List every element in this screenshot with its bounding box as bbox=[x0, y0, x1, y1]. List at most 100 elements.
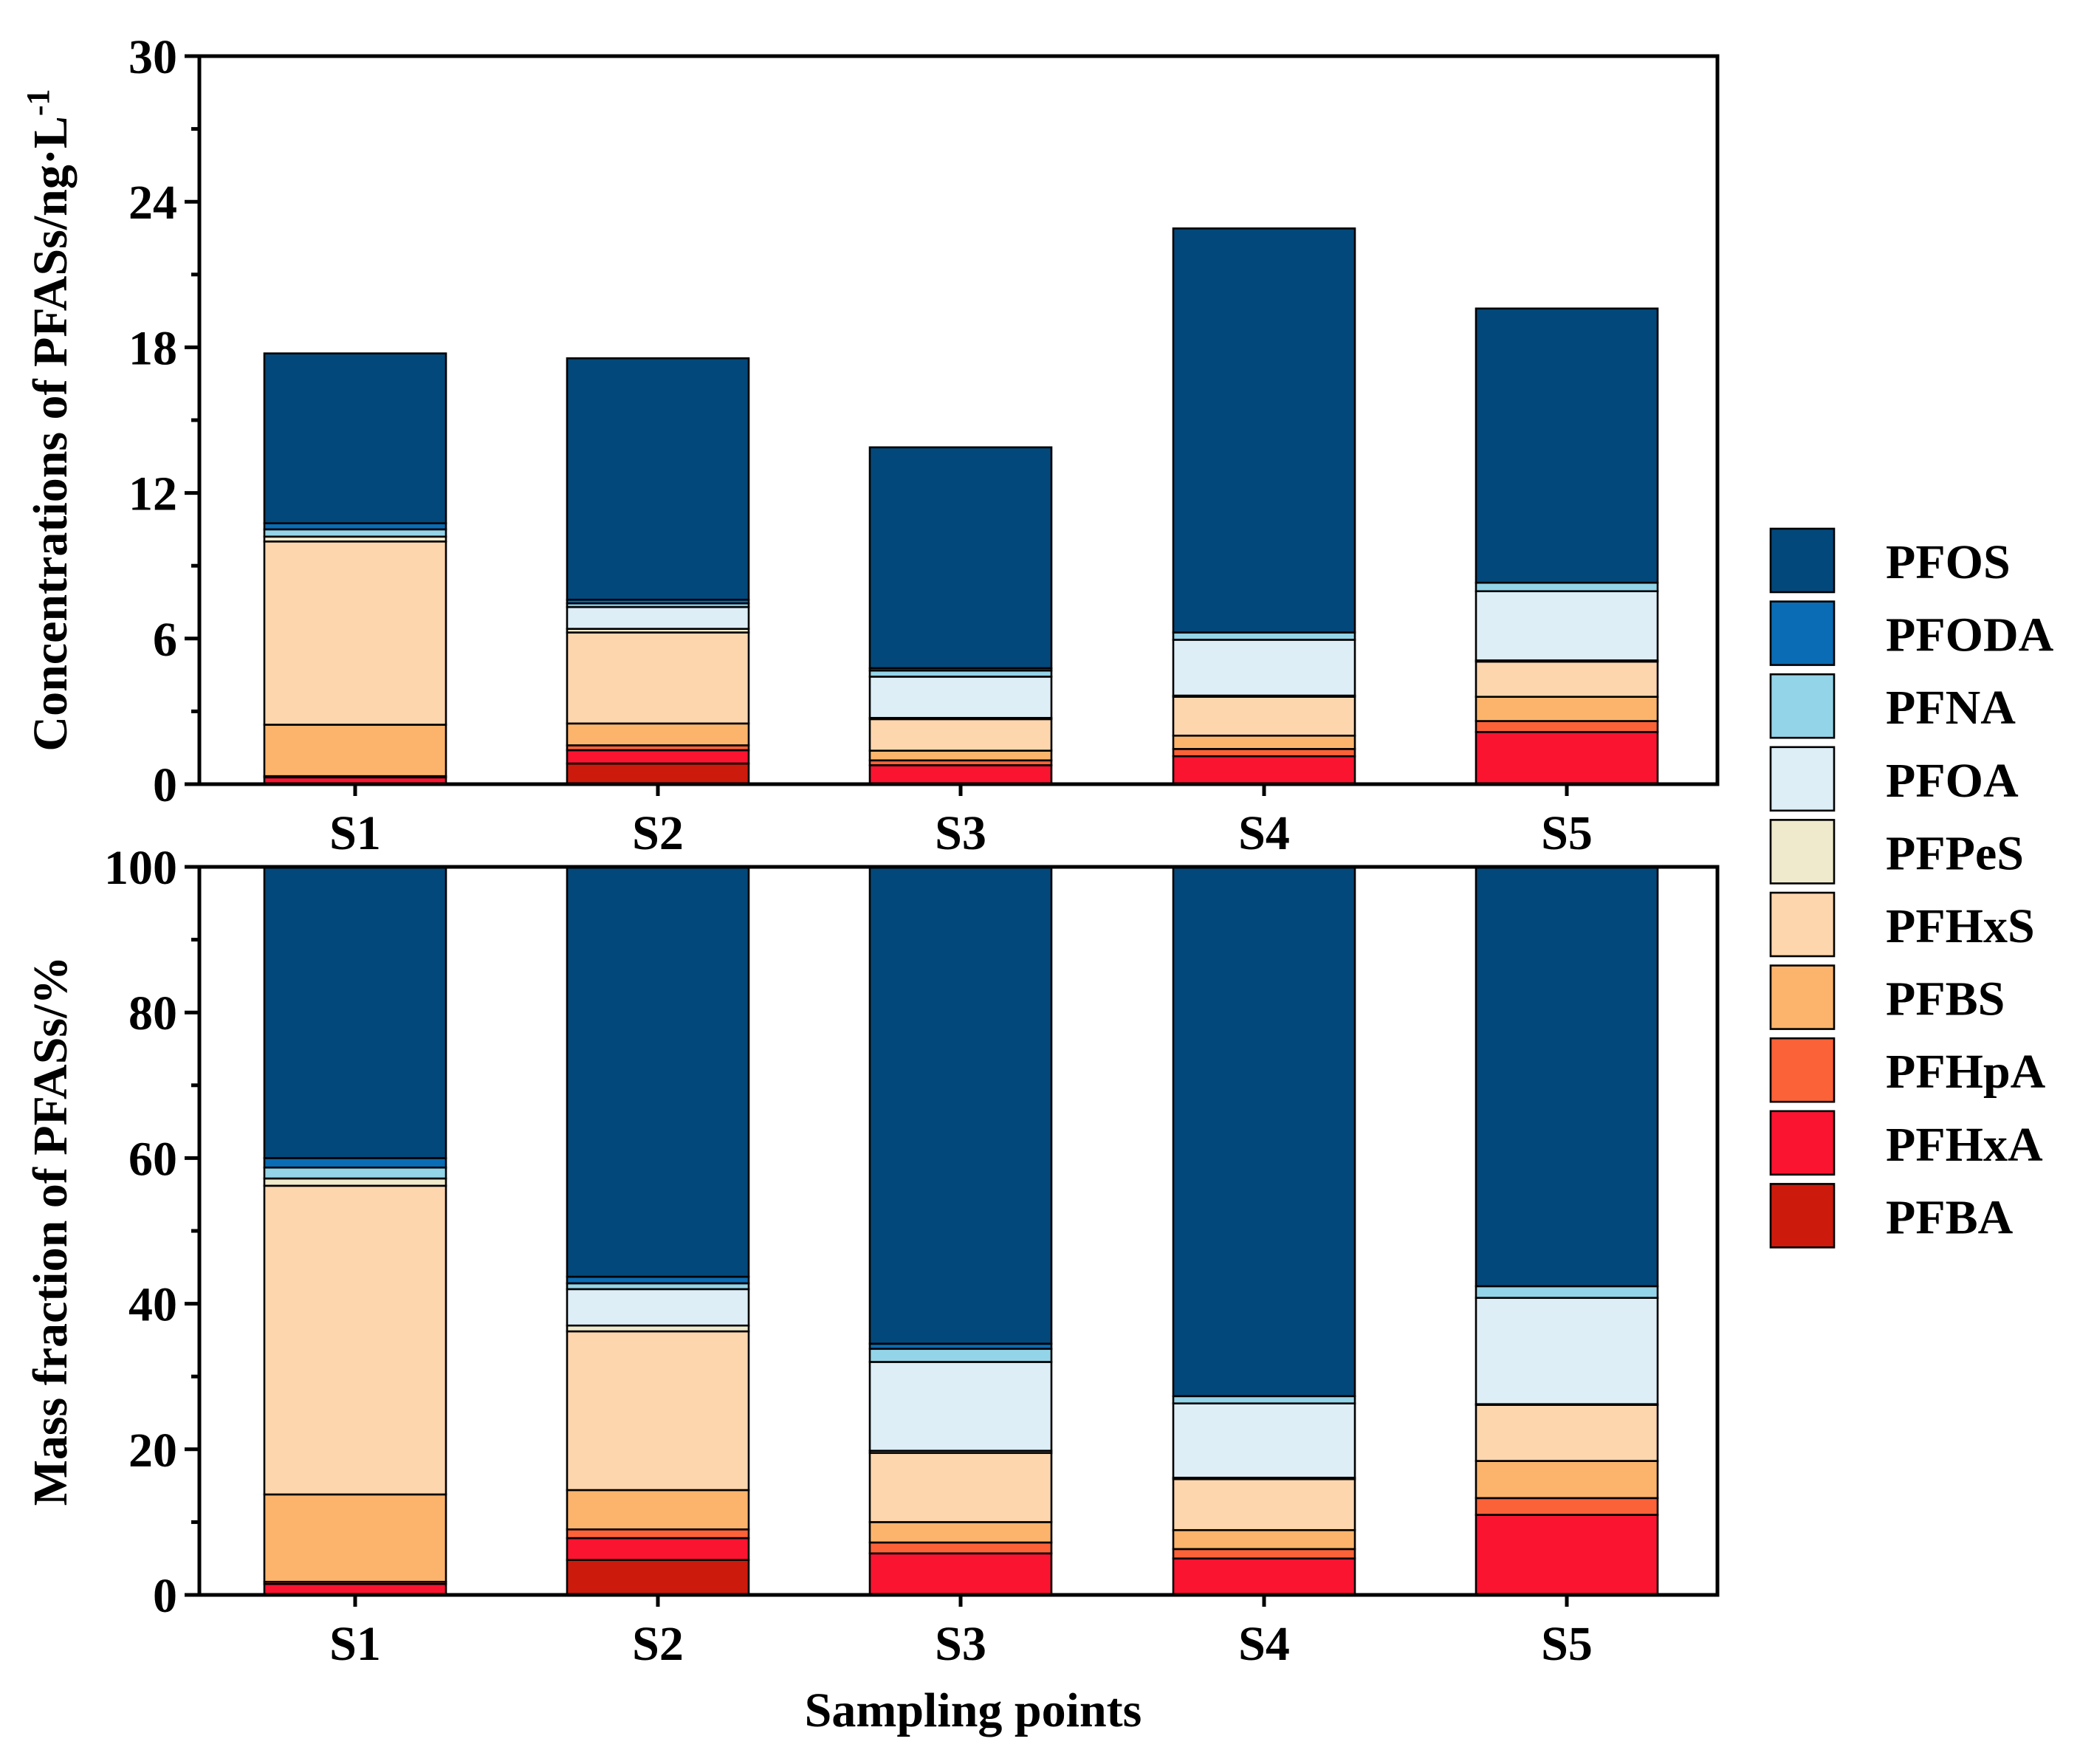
bottom-bar-s4-pfhxs bbox=[1172, 1478, 1356, 1531]
top-y-tick-label: 6 bbox=[153, 613, 177, 667]
legend-label-pfpes: PFPeS bbox=[1886, 826, 2024, 880]
bottom-bar-s3-pfoa bbox=[868, 1361, 1053, 1452]
bottom-bar-s1-pfhxs bbox=[263, 1184, 447, 1496]
legend-label-pfos: PFOS bbox=[1886, 535, 2011, 589]
bottom-bars bbox=[263, 865, 1659, 1596]
legend-label-pfoda: PFODA bbox=[1886, 608, 2054, 662]
bottom-bar-s5-pfna bbox=[1475, 1285, 1659, 1300]
legend-swatch-pfbs bbox=[1769, 964, 1836, 1030]
top-y-ticks: 0 6 12 18 24 30 bbox=[128, 30, 199, 812]
bottom-bar-s5-pfbs bbox=[1475, 1460, 1659, 1500]
legend-label-pfna: PFNA bbox=[1886, 681, 2016, 735]
top-x-tick-label-s2: S2 bbox=[632, 806, 684, 860]
top-bar-s2-pfbs bbox=[566, 722, 750, 747]
bottom-bar-s5-pfhxa bbox=[1475, 1514, 1659, 1596]
top-bar-s4-pfhxs bbox=[1172, 696, 1356, 737]
top-bar-s3-pfos bbox=[868, 446, 1053, 670]
legend-swatch-pfna bbox=[1769, 673, 1836, 739]
bottom-bar-s2-pfba bbox=[566, 1559, 750, 1596]
bottom-panel-mass-fraction: 0 20 40 60 80 100 S1 S2 S3 S4 S5 Mass fraction of… bbox=[24, 841, 1720, 1737]
bottom-bar-s5-pfhxs bbox=[1475, 1404, 1659, 1462]
bottom-y-axis-title: Mass fraction of PFASs/% bbox=[24, 956, 78, 1506]
bottom-bar-s3-pfna bbox=[868, 1348, 1053, 1363]
top-panel-concentration: 0 6 12 18 24 30 S1 S2 S3 S4 S5 Concentrations of … bbox=[20, 30, 1720, 860]
bottom-x-ticks: S1 S2 S3 S4 S5 bbox=[329, 1595, 1593, 1671]
legend-label-pfhxs: PFHxS bbox=[1886, 899, 2035, 953]
bottom-x-tick-label-s2: S2 bbox=[632, 1617, 684, 1671]
top-bar-s1-pfos bbox=[263, 352, 447, 524]
top-x-tick-label-s4: S4 bbox=[1238, 806, 1290, 860]
top-x-tick-label-s5: S5 bbox=[1541, 806, 1593, 860]
legend-swatch-pfpes bbox=[1769, 819, 1836, 885]
bottom-bar-s4-pfoa bbox=[1172, 1402, 1356, 1479]
bottom-x-tick-label-s3: S3 bbox=[935, 1617, 986, 1671]
bottom-bar-s3-pfhxs bbox=[868, 1452, 1053, 1523]
bottom-bar-s4-pfos bbox=[1172, 865, 1356, 1398]
bottom-bar-s4-pfhxa bbox=[1172, 1557, 1356, 1596]
top-bar-s5-pfna bbox=[1475, 581, 1659, 593]
top-bar-s3-pfhxs bbox=[868, 718, 1053, 752]
top-bar-s4-pfos bbox=[1172, 227, 1356, 634]
bottom-bar-s4-pfna bbox=[1172, 1395, 1356, 1404]
bottom-bar-s3-pfbs bbox=[868, 1521, 1053, 1544]
bottom-x-tick-label-s4: S4 bbox=[1238, 1617, 1290, 1671]
top-bar-s5-pfos bbox=[1475, 307, 1659, 584]
legend-swatch-pfoa bbox=[1769, 746, 1836, 812]
top-bar-s2-pfoa bbox=[566, 605, 750, 630]
top-x-ticks: S1 S2 S3 S4 S5 bbox=[329, 784, 1593, 860]
top-bar-s5-pfhxa bbox=[1475, 731, 1659, 786]
legend-label-pfhxa: PFHxA bbox=[1886, 1118, 2043, 1172]
bottom-bar-s2-pfos bbox=[566, 865, 750, 1278]
top-bar-s2-pfhxa bbox=[566, 749, 750, 765]
bottom-y-tick-label: 40 bbox=[128, 1278, 177, 1332]
top-x-tick-label-s3: S3 bbox=[935, 806, 986, 860]
bottom-bar-s2-pfhxs bbox=[566, 1330, 750, 1492]
top-plot-frame bbox=[197, 54, 1720, 786]
top-bar-s4-pfhxa bbox=[1172, 755, 1356, 786]
legend-label-pfbs: PFBS bbox=[1886, 972, 2005, 1026]
top-bar-s5-pfhxs bbox=[1475, 660, 1659, 698]
top-bar-s3-pfbs bbox=[868, 749, 1053, 762]
top-y-tick-label: 12 bbox=[128, 467, 177, 521]
top-bar-s5-pfoa bbox=[1475, 590, 1659, 662]
bottom-bar-s1-pfpes bbox=[263, 1177, 447, 1187]
top-bar-s4-pfhpa bbox=[1172, 748, 1356, 758]
legend: PFOS PFODA PFNA PFOA PFPeS PFHxS PFBS PFHpA PFHx… bbox=[1769, 527, 2054, 1249]
top-y-tick-label: 18 bbox=[128, 321, 177, 375]
bottom-bar-s2-pfhpa bbox=[566, 1528, 750, 1540]
bottom-bar-s1-pfos bbox=[263, 865, 447, 1159]
legend-swatch-pfoda bbox=[1769, 600, 1836, 666]
legend-swatch-pfhxa bbox=[1769, 1110, 1836, 1176]
top-bar-s1-pfhxs bbox=[263, 540, 447, 726]
legend-label-pfoa: PFOA bbox=[1886, 754, 2019, 808]
top-bar-s3-pfhxa bbox=[868, 764, 1053, 786]
legend-swatch-pfhpa bbox=[1769, 1037, 1836, 1103]
bottom-bar-s2-pfoa bbox=[566, 1288, 750, 1327]
legend-label-pfhpa: PFHpA bbox=[1886, 1045, 2046, 1099]
bottom-bar-s3-pfos bbox=[868, 865, 1053, 1345]
top-y-tick-label: 30 bbox=[128, 30, 177, 84]
legend-swatch-pfba bbox=[1769, 1183, 1836, 1249]
bottom-bar-s2-pfhxa bbox=[566, 1537, 750, 1561]
x-axis-title: Sampling points bbox=[805, 1684, 1142, 1737]
bottom-bar-s1-pfna bbox=[263, 1166, 447, 1180]
top-y-axis-title: Concentrations of PFASs/ng·L-1 bbox=[20, 89, 78, 751]
bottom-bar-s1-pfoda bbox=[263, 1157, 447, 1169]
top-bar-s1-pfna bbox=[263, 528, 447, 538]
top-bars bbox=[263, 227, 1659, 786]
top-bar-s5-pfbs bbox=[1475, 696, 1659, 722]
bottom-bar-s5-pfos bbox=[1475, 865, 1659, 1288]
bottom-x-tick-label-s1: S1 bbox=[329, 1617, 381, 1671]
bottom-y-tick-label: 100 bbox=[104, 841, 177, 895]
bottom-bar-s5-pfoa bbox=[1475, 1297, 1659, 1405]
bottom-bar-s3-pfhxa bbox=[868, 1552, 1053, 1596]
bottom-bar-s4-pfhpa bbox=[1172, 1548, 1356, 1560]
bottom-bar-s2-pfbs bbox=[566, 1489, 750, 1531]
bottom-y-tick-label: 20 bbox=[128, 1424, 177, 1478]
top-bar-s2-pfba bbox=[566, 762, 750, 786]
top-bar-s4-pfbs bbox=[1172, 734, 1356, 750]
bottom-y-tick-label: 0 bbox=[153, 1569, 177, 1623]
legend-swatch-pfhxs bbox=[1769, 891, 1836, 958]
top-bar-s5-pfhpa bbox=[1475, 720, 1659, 733]
